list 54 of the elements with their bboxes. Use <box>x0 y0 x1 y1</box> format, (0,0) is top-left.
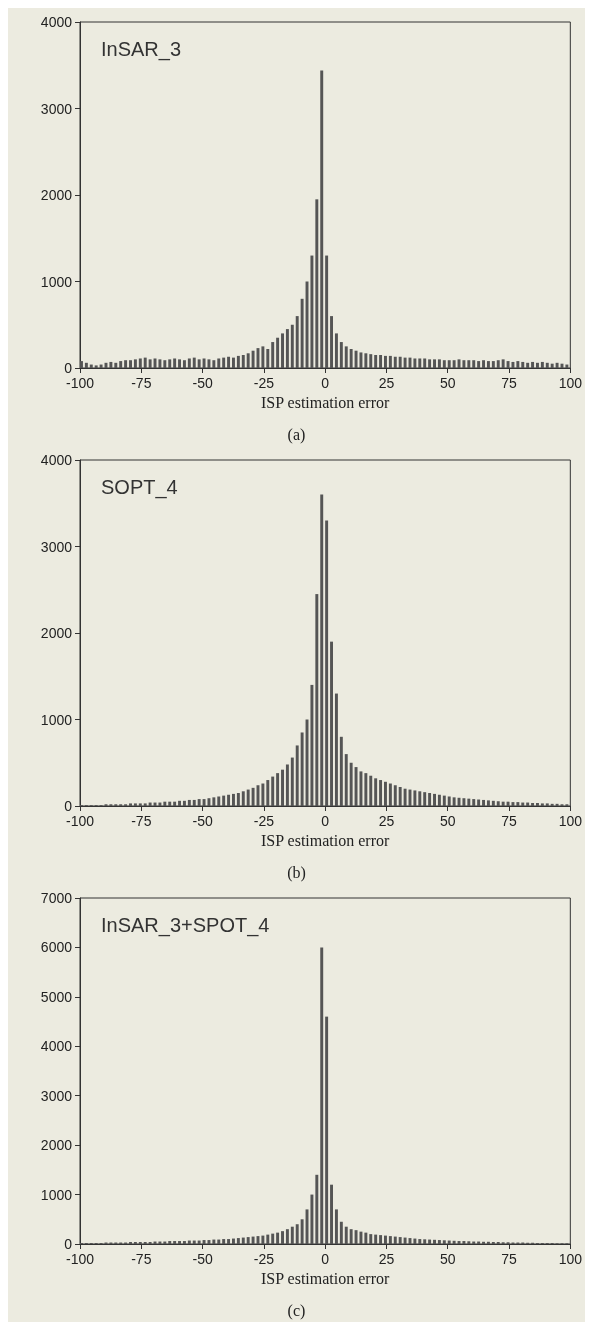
y-tick-label: 2000 <box>40 187 73 203</box>
x-tick-label: -75 <box>131 1251 152 1267</box>
x-tick-label: 50 <box>439 375 456 391</box>
x-axis-title: ISP estimation error <box>261 832 390 850</box>
x-tick-label: 0 <box>321 813 330 829</box>
y-tick-label: 3000 <box>40 100 73 117</box>
x-tick-label: 50 <box>439 813 456 829</box>
x-tick-label: 25 <box>378 375 395 391</box>
y-tick-label: 4000 <box>40 452 73 468</box>
text: (c) <box>287 1301 306 1320</box>
x-tick-label: 50 <box>439 1251 456 1267</box>
x-tick-label: 25 <box>378 813 395 829</box>
x-tick-label: -25 <box>253 813 275 829</box>
x-tick-label: -50 <box>192 375 213 391</box>
y-tick-label: 1000 <box>40 711 73 728</box>
x-tick-label: -75 <box>131 813 152 829</box>
y-tick-label: 4000 <box>40 14 73 30</box>
y-tick-label: 6000 <box>40 939 73 956</box>
y-tick-label: 3000 <box>40 538 73 555</box>
x-tick-label: 100 <box>558 375 583 391</box>
y-tick-label: 7000 <box>40 890 73 906</box>
y-tick-label: 5000 <box>40 988 73 1005</box>
x-tick-label: 100 <box>558 813 583 829</box>
text: SOPT_4 <box>101 476 178 499</box>
x-axis-title: ISP estimation error <box>261 1270 390 1288</box>
y-tick-label: 3000 <box>40 1087 73 1104</box>
x-tick-label: 0 <box>321 375 330 391</box>
y-tick-label: 1000 <box>40 1186 73 1203</box>
x-tick-label: -100 <box>65 1251 95 1267</box>
text: (a) <box>287 425 306 444</box>
text: InSAR_3+SPOT_4 <box>101 914 270 937</box>
x-tick-label: 100 <box>558 1251 583 1267</box>
x-tick-label: -50 <box>192 1251 213 1267</box>
x-tick-label: 75 <box>501 375 518 391</box>
y-tick-label: 1000 <box>40 273 73 290</box>
y-tick-label: 2000 <box>40 1137 73 1154</box>
x-tick-label: 0 <box>321 1251 330 1267</box>
y-tick-label: 0 <box>64 798 73 814</box>
x-tick-label: -100 <box>65 375 95 391</box>
x-tick-label: 75 <box>501 1251 518 1267</box>
y-tick-label: 0 <box>64 1236 73 1252</box>
y-tick-label: 2000 <box>40 625 73 641</box>
x-tick-label: -25 <box>253 375 275 391</box>
text: (b) <box>287 863 306 882</box>
x-tick-label: -50 <box>192 813 213 829</box>
x-tick-label: 75 <box>501 813 518 829</box>
y-tick-label: 0 <box>64 360 73 376</box>
x-tick-label: 25 <box>378 1251 395 1267</box>
x-tick-label: -25 <box>253 1251 275 1267</box>
x-tick-label: -75 <box>131 375 152 391</box>
x-tick-label: -100 <box>65 813 95 829</box>
text: InSAR_3 <box>101 38 182 61</box>
y-tick-label: 4000 <box>40 1038 73 1055</box>
x-axis-title: ISP estimation error <box>261 394 390 412</box>
